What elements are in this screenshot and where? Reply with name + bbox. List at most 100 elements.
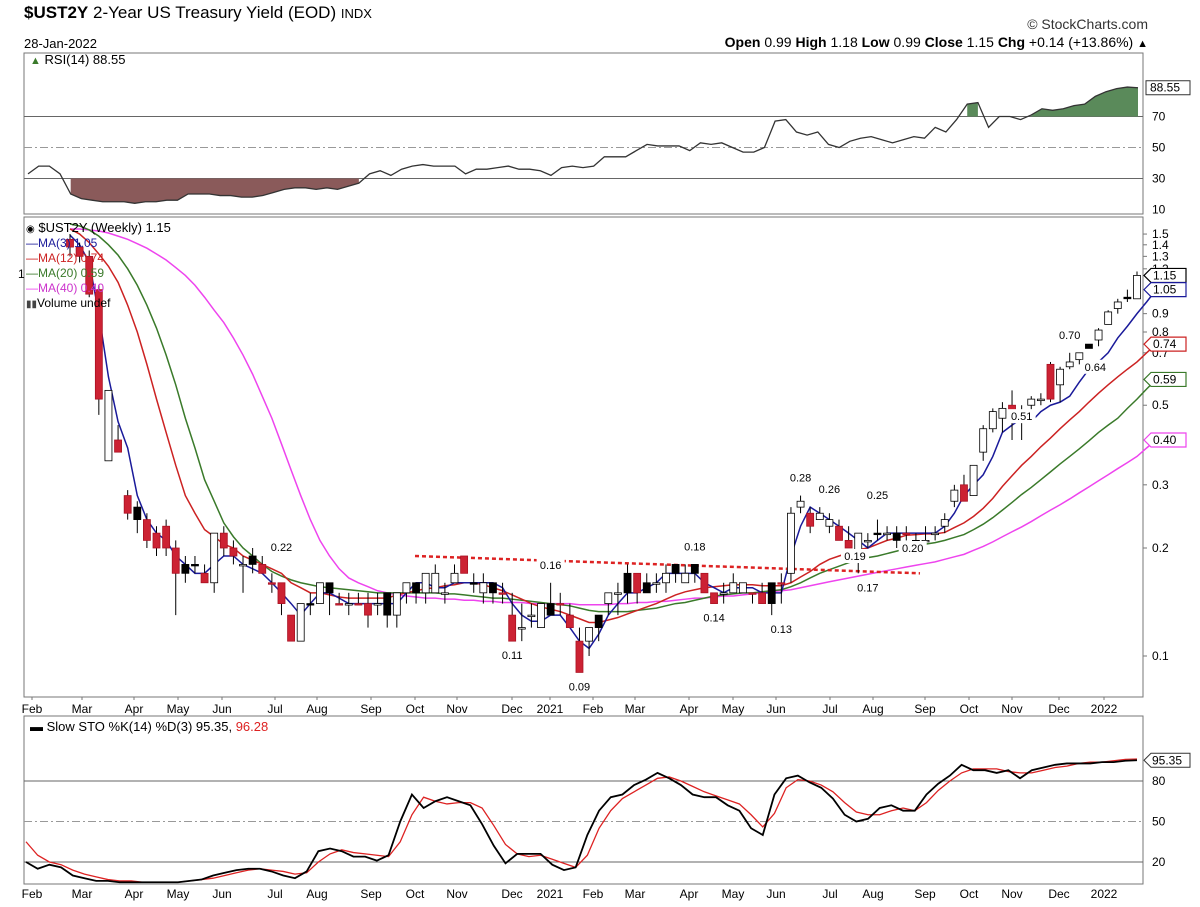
- candle: [248, 548, 257, 574]
- x-label-sto: Aug: [306, 887, 327, 901]
- rsi-label: RSI(14) 88.55: [44, 52, 126, 67]
- candle-body: [1113, 301, 1122, 309]
- candle-body: [316, 582, 324, 604]
- annotation-bg: [898, 541, 927, 555]
- annotation-bg: [565, 679, 594, 694]
- candle-body: [239, 564, 247, 567]
- legend-ma12: MA(12) 0.74: [38, 251, 105, 265]
- candle-body: [210, 532, 219, 584]
- candle: [402, 582, 411, 604]
- candle: [556, 592, 565, 616]
- candle: [267, 573, 276, 593]
- sto-tick-50: 50: [1152, 815, 1166, 829]
- price-annotation: 0.13: [771, 624, 792, 636]
- candle: [373, 592, 382, 616]
- candle: [527, 603, 536, 628]
- price-tick-0.1: 0.1: [1152, 649, 1169, 663]
- x-label-sto: Oct: [960, 887, 979, 901]
- candle: [767, 582, 776, 616]
- candle: [738, 582, 747, 594]
- candle-body: [85, 255, 94, 295]
- candle-body: [767, 582, 776, 604]
- candle-body: [565, 614, 574, 628]
- x-label-price: May: [722, 702, 745, 716]
- sto-label: Slow STO %K(14) %D(3) 95.35,: [46, 719, 236, 734]
- x-label-price: Nov: [446, 702, 467, 716]
- rsi-legend: ▲ RSI(14) 88.55: [30, 52, 125, 67]
- candle-body: [671, 564, 680, 574]
- annotation-bg: [536, 557, 565, 572]
- candle: [960, 474, 968, 502]
- x-label-price: 2022: [1091, 702, 1118, 716]
- candle: [662, 564, 670, 593]
- candle-body: [162, 525, 171, 549]
- legend-ma40: MA(40) 0.40: [38, 281, 105, 295]
- x-label-price: Sep: [360, 702, 382, 716]
- candle: [806, 507, 815, 534]
- close-value: 1.15: [966, 34, 994, 50]
- candle-body: [902, 532, 911, 536]
- candle-body: [633, 572, 642, 594]
- price-tick-0.3: 0.3: [1152, 478, 1169, 492]
- candle: [575, 627, 584, 673]
- candle-body: [479, 582, 488, 594]
- candle: [440, 582, 449, 604]
- candle: [450, 564, 459, 584]
- candle-body: [498, 592, 507, 595]
- candle: [229, 540, 238, 565]
- candle-body: [690, 564, 699, 574]
- legend-ma3: MA(3) 1.05: [38, 236, 98, 250]
- candle-body: [258, 564, 267, 574]
- candle: [729, 573, 738, 594]
- candle-body: [171, 547, 180, 574]
- candle: [1046, 361, 1055, 403]
- annotation-bg: [853, 580, 882, 595]
- rsi-tick-10: 10: [1152, 203, 1166, 217]
- candle: [354, 592, 363, 606]
- candle-body: [287, 614, 295, 642]
- candle: [508, 592, 517, 642]
- x-label-sto: Aug: [862, 887, 883, 901]
- candle-body: [1123, 296, 1132, 300]
- candle: [1113, 298, 1122, 314]
- up-arrow-icon: ▲: [1137, 38, 1148, 50]
- candle: [998, 402, 1007, 433]
- low-value: 0.99: [893, 34, 921, 50]
- candle: [479, 573, 488, 604]
- candle-body: [94, 289, 103, 400]
- candle-body: [642, 582, 651, 594]
- volume-icon: ▮▮: [26, 299, 38, 310]
- candle-body: [892, 532, 901, 541]
- candle-body: [662, 572, 670, 584]
- x-label-sto: Oct: [406, 887, 425, 901]
- price-tick-0.5: 0.5: [1152, 398, 1169, 412]
- value-tag-text-ma12: 0.74: [1153, 337, 1177, 351]
- x-label-price: Sep: [914, 702, 936, 716]
- candle: [1085, 343, 1093, 349]
- candle: [623, 564, 632, 604]
- x-label-sto: Feb: [583, 887, 604, 901]
- sto-panel-frame: [23, 715, 1144, 885]
- candle: [114, 425, 122, 453]
- candle: [1075, 352, 1084, 365]
- candle: [75, 242, 84, 263]
- candle: [873, 519, 882, 541]
- ma40-swatch: —: [26, 281, 38, 295]
- annotation-bg: [700, 610, 729, 625]
- candle: [844, 526, 853, 549]
- candle-body: [873, 532, 882, 536]
- candle-body: [710, 592, 718, 604]
- chg-value: +0.14 (+13.86%): [1028, 34, 1134, 50]
- candle-body: [66, 238, 74, 248]
- candle-body: [114, 439, 122, 453]
- ma3-swatch: —: [26, 236, 38, 250]
- candle-body: [1036, 398, 1045, 402]
- candle-body: [152, 532, 161, 549]
- price-legend: ◉ $UST2Y (Weekly) 1.15 —MA(3) 1.05 —MA(1…: [26, 220, 171, 311]
- annotation-bg: [841, 548, 870, 563]
- candle: [200, 564, 209, 584]
- sto-d-value: 96.28: [235, 719, 269, 734]
- price-annotation: 0.25: [867, 490, 888, 502]
- high-label: High: [795, 34, 827, 50]
- candle: [796, 495, 805, 514]
